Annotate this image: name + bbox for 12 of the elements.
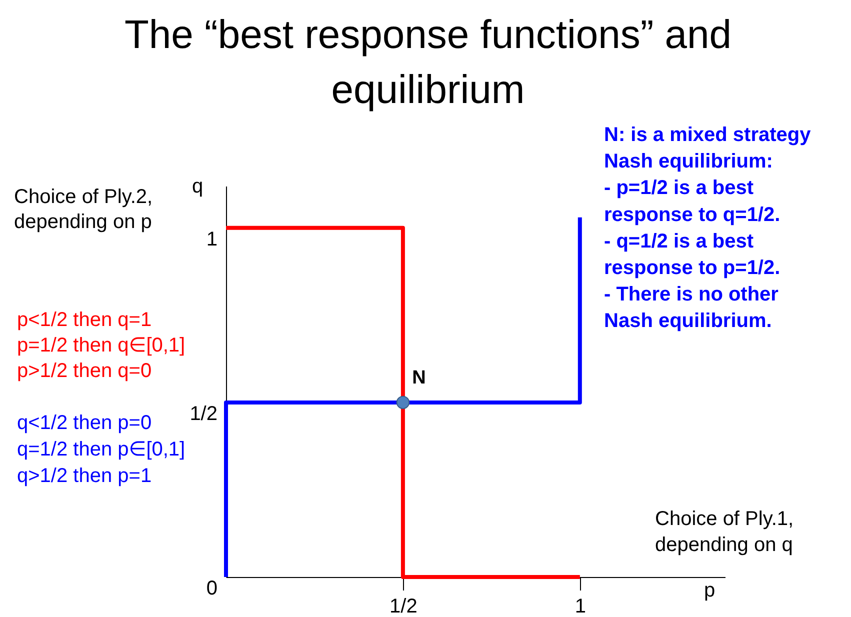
annotation: Choice of Ply.1, depending on q bbox=[655, 508, 794, 556]
y-tick-label: 0 bbox=[206, 578, 218, 600]
text: p<1/2 then q=1 p=1/2 then q∈[0,1] p>1/2 then q=0 bbox=[17, 309, 186, 382]
chart-title: The “best response functions” and equilibrium bbox=[124, 13, 732, 112]
x-axis-title: p bbox=[704, 580, 716, 602]
text: Choice of Ply.2, depending on p bbox=[14, 186, 153, 233]
y-axis-title: q bbox=[192, 176, 204, 198]
annotation: N: is a mixed strategy Nash equilibrium: - p=1/2 is a best response to q=1/2. - q=1/2 is a best response to p=1/2. - There is no other Nash equilibrium. bbox=[604, 124, 812, 332]
annotation: N bbox=[412, 367, 426, 388]
text: q<1/2 then p=0 q=1/2 then p∈[0,1] q>1/2 then p=1 bbox=[17, 412, 186, 487]
y-tick-label: 1 bbox=[206, 228, 218, 250]
y-tick-label: 1/2 bbox=[190, 402, 218, 425]
